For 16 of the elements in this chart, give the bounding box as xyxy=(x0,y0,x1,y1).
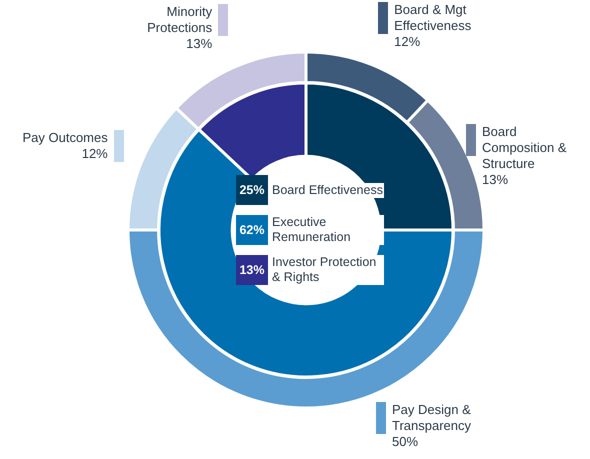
data-label: 13% xyxy=(482,172,510,188)
slice-label: Minority Protections xyxy=(146,4,212,36)
slice-label: Pay Design & Transparency xyxy=(392,402,472,434)
legend-label: Investor Protection & Rights xyxy=(272,255,384,285)
data-label: 12% xyxy=(80,146,108,162)
slice-label: Pay Outcomes xyxy=(21,130,108,146)
data-label: 50% xyxy=(392,434,420,450)
legend-label: Board Effectiveness xyxy=(272,182,384,198)
data-label: 13% xyxy=(236,255,268,285)
legend-label: Executive Remuneration xyxy=(272,215,384,245)
slice-label: Board Composition & Structure xyxy=(482,124,568,172)
data-label: 12% xyxy=(394,34,422,50)
data-label: 62% xyxy=(236,215,268,245)
data-label: 25% xyxy=(236,175,268,205)
slice-label: Board & Mgt Effectiveness xyxy=(394,2,472,34)
data-label: 13% xyxy=(185,36,212,52)
